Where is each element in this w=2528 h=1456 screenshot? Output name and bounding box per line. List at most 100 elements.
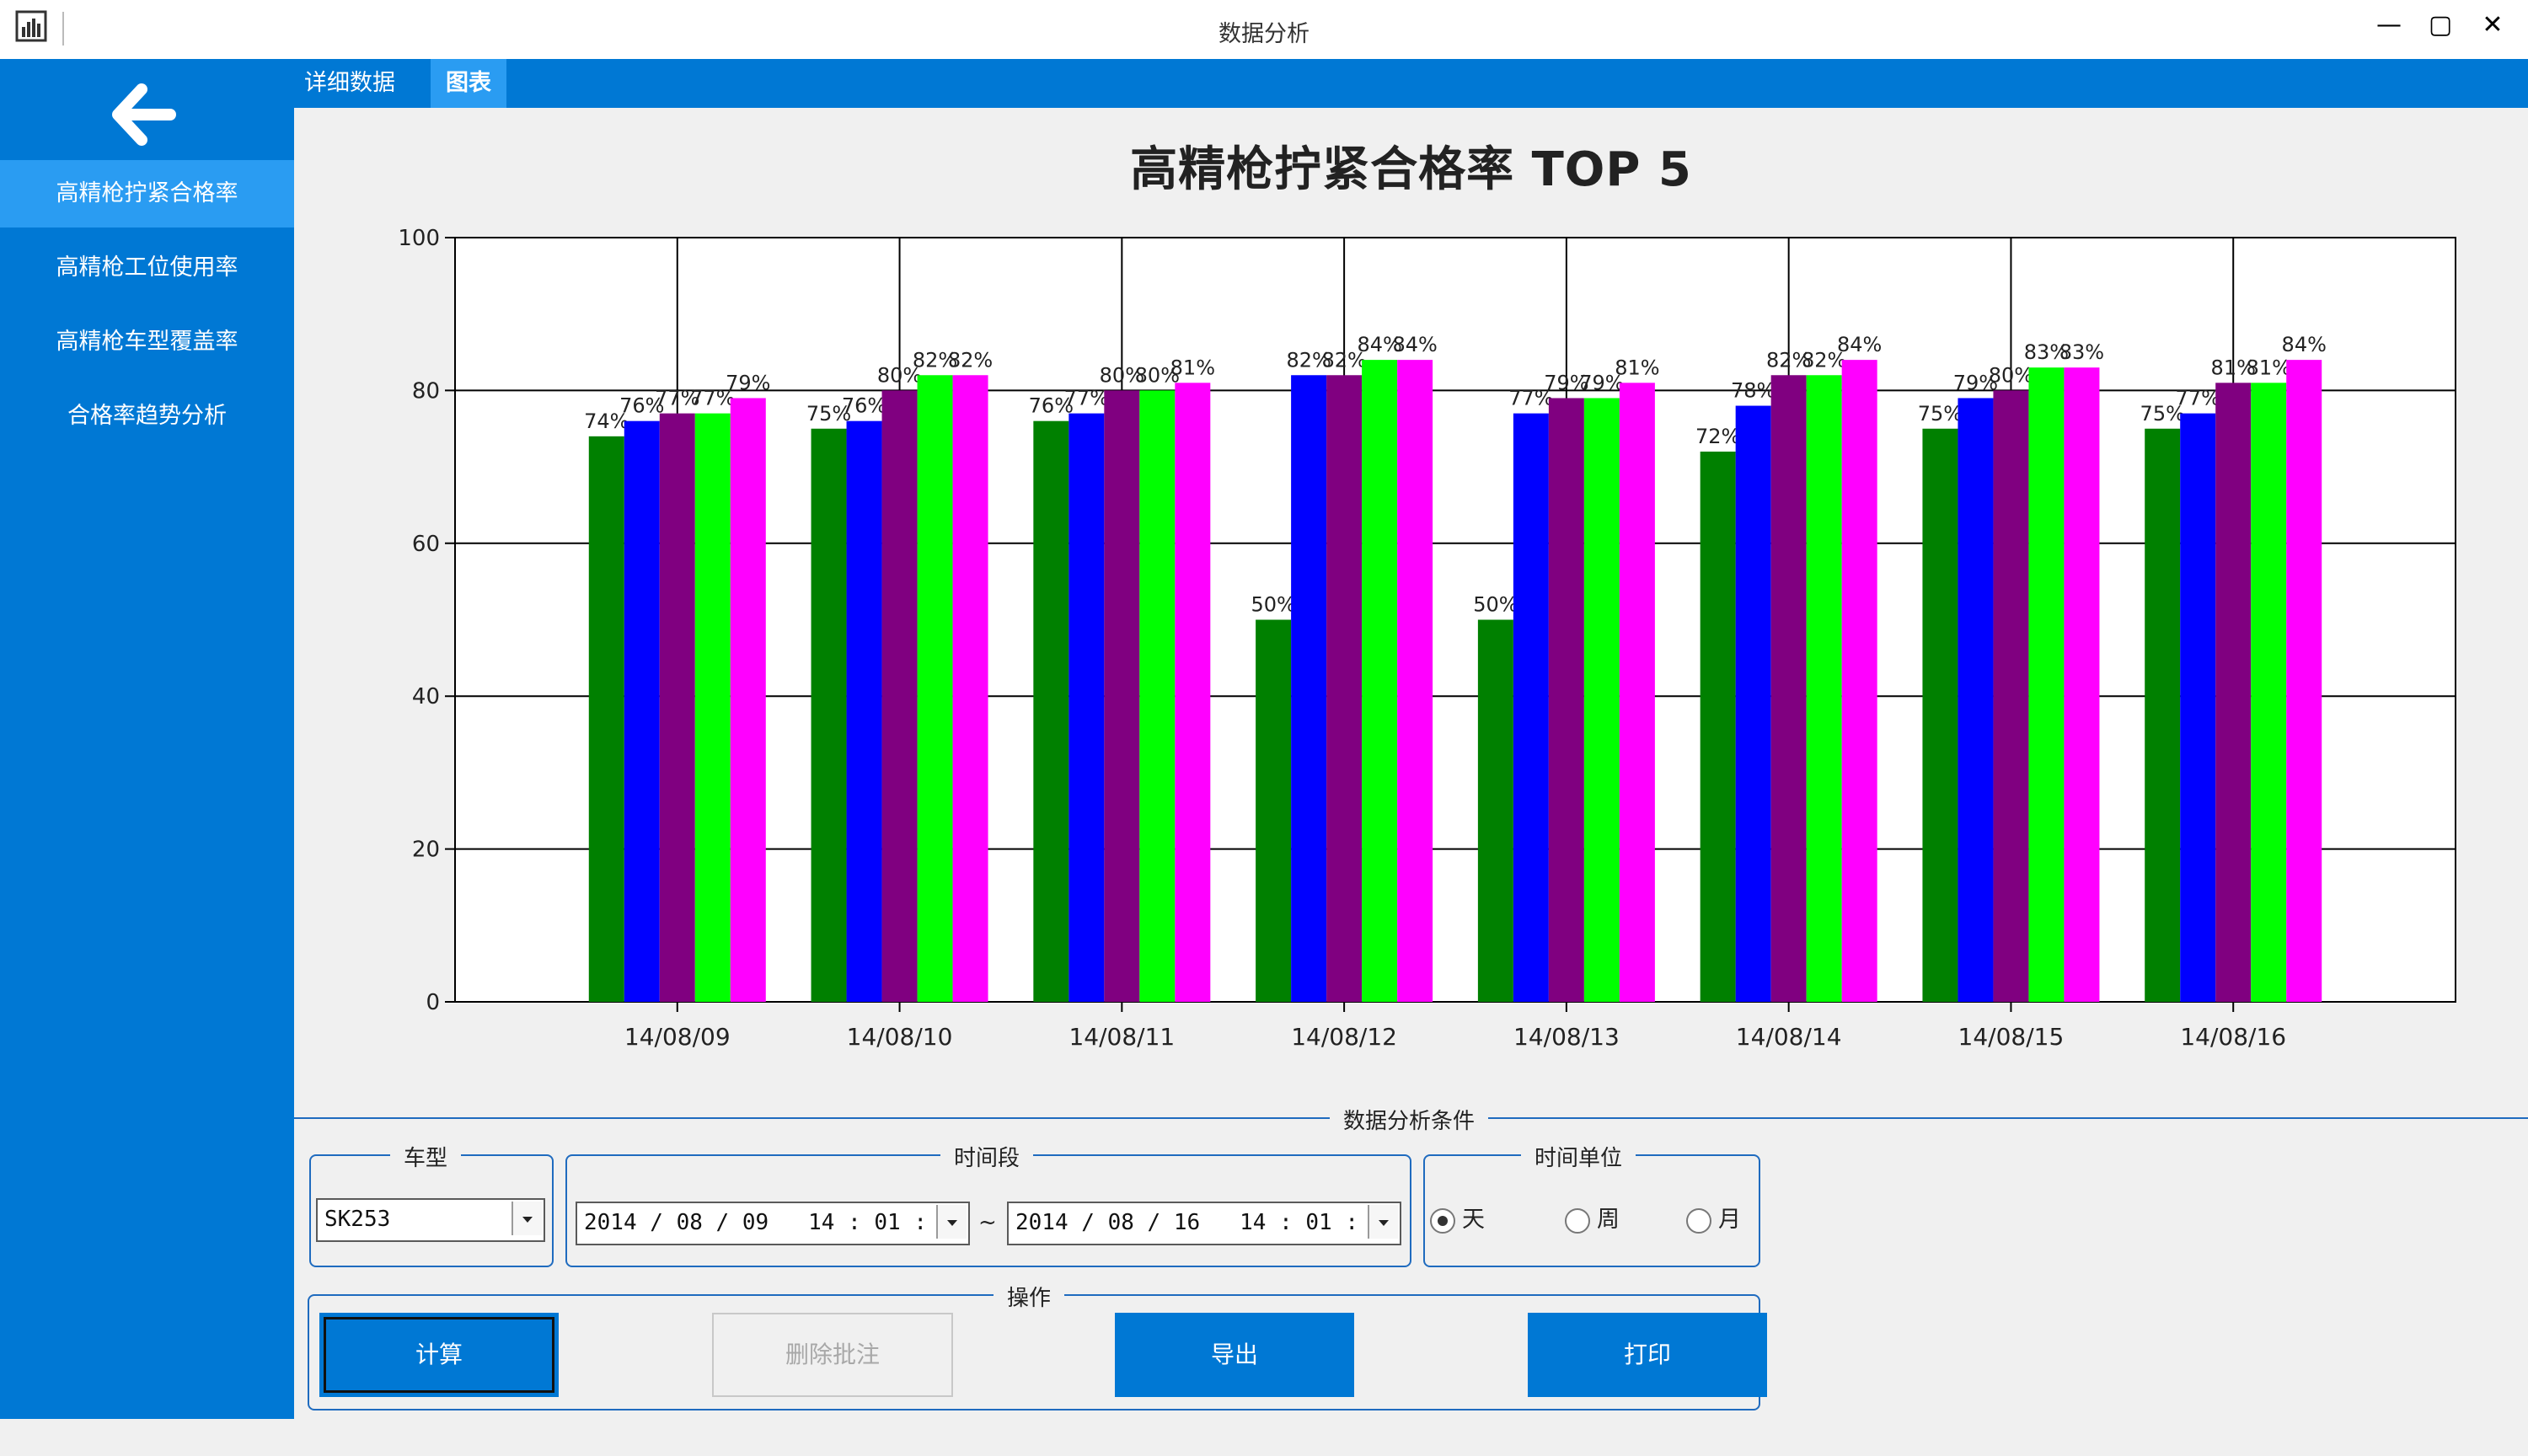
radio-circle[interactable]: [1565, 1208, 1590, 1234]
maximize-button[interactable]: ▢: [2428, 10, 2453, 40]
end-datetime-picker[interactable]: 2014 / 08 / 16 14 : 01 : 41: [1007, 1202, 1401, 1245]
print-button[interactable]: 打印: [1528, 1313, 1767, 1397]
data-label: 76%: [1029, 394, 1074, 418]
data-label: 74%: [584, 410, 629, 433]
plot-area: [454, 237, 2456, 1003]
bar: [2251, 383, 2287, 1003]
x-tick-label: 14/08/11: [1069, 1023, 1175, 1051]
data-label: 84%: [1837, 333, 1882, 356]
y-tick-label: 60: [412, 532, 440, 557]
radio-week-label: 周: [1597, 1207, 1620, 1233]
data-label: 81%: [1615, 356, 1659, 379]
bar: [1513, 413, 1549, 1002]
y-tick-label: 0: [426, 990, 440, 1015]
time-range-legend: 时间段: [940, 1141, 1034, 1172]
bar: [2145, 428, 2181, 1002]
tab-bar: 详细数据 图表: [294, 59, 2528, 108]
y-tick-label: 100: [398, 226, 440, 251]
tab-chart[interactable]: 图表: [431, 59, 506, 108]
bar: [1033, 420, 1069, 1002]
bar: [1700, 451, 1736, 1002]
bar: [1069, 413, 1105, 1002]
calculate-button[interactable]: 计算: [319, 1313, 559, 1397]
vehicle-model-legend: 车型: [390, 1141, 462, 1172]
bar: [1291, 375, 1327, 1002]
data-label: 82%: [1321, 348, 1366, 372]
chevron-down-icon[interactable]: [511, 1202, 542, 1235]
start-datetime-value: 2014 / 08 / 09 14 : 01 : 41: [584, 1210, 967, 1235]
bar: [1922, 428, 1958, 1002]
bar-chart: 14/08/09 14/08/10 14/08/11 14/08/12 14/08/13…: [398, 226, 2456, 1051]
radio-circle[interactable]: [1430, 1208, 1455, 1234]
bar: [917, 375, 953, 1002]
back-arrow-icon[interactable]: [108, 81, 179, 148]
bar: [2215, 383, 2252, 1003]
chevron-down-icon[interactable]: [1368, 1205, 1398, 1239]
conditions-title: 数据分析条件: [1330, 1104, 1489, 1135]
bar: [2028, 367, 2065, 1002]
bar: [730, 398, 766, 1003]
sidebar-item-pass-rate[interactable]: 高精枪拧紧合格率: [0, 160, 294, 228]
bar: [846, 420, 882, 1002]
sidebar-item-model-coverage[interactable]: 高精枪车型覆盖率: [56, 329, 238, 355]
x-tick-label: 14/08/12: [1291, 1023, 1397, 1051]
title-bar: 数据分析 — ▢ ✕: [0, 0, 2528, 59]
vehicle-model-value: SK253: [324, 1207, 391, 1232]
title-separator: [62, 12, 64, 46]
bar: [1958, 398, 1994, 1003]
export-button[interactable]: 导出: [1115, 1313, 1354, 1397]
data-label: 77%: [655, 387, 699, 410]
bar: [811, 428, 847, 1002]
chart-title: 高精枪拧紧合格率 TOP 5: [1130, 142, 1692, 197]
operations-group: 操作 计算 删除批注 导出 打印: [308, 1281, 1767, 1410]
bar: [1841, 360, 1877, 1002]
sidebar-item-trend-analysis[interactable]: 合格率趋势分析: [67, 403, 227, 429]
bar: [1397, 360, 1433, 1002]
data-label: 77%: [2176, 387, 2220, 410]
radio-day[interactable]: 天: [1430, 1203, 1506, 1237]
delete-annotation-button[interactable]: 删除批注: [712, 1313, 953, 1397]
bar: [952, 375, 988, 1002]
bar: [1770, 375, 1807, 1002]
data-label: 50%: [1251, 593, 1295, 617]
bar: [1619, 383, 1655, 1003]
data-label: 80%: [1135, 363, 1180, 387]
data-label: 77%: [690, 387, 735, 410]
data-label: 80%: [877, 363, 922, 387]
analysis-conditions-panel: 数据分析条件 车型 SK253 时间段 2014 / 08 / 09 14 : …: [294, 1104, 2528, 1419]
sidebar-item-station-usage[interactable]: 高精枪工位使用率: [56, 254, 238, 281]
chevron-down-icon[interactable]: [936, 1205, 967, 1239]
close-button[interactable]: ✕: [2482, 10, 2504, 40]
x-tick-label: 14/08/09: [624, 1023, 731, 1051]
start-datetime-picker[interactable]: 2014 / 08 / 09 14 : 01 : 41: [576, 1202, 970, 1245]
bar: [1993, 390, 2029, 1002]
bar: [1806, 375, 1842, 1002]
data-label: 82%: [1766, 348, 1811, 372]
data-label: 83%: [2024, 340, 2069, 364]
data-label: 80%: [1989, 363, 2033, 387]
data-label: 79%: [1579, 371, 1624, 394]
data-label: 76%: [842, 394, 886, 418]
sidebar: 高精枪拧紧合格率 高精枪工位使用率 高精枪车型覆盖率 合格率趋势分析: [0, 59, 294, 1419]
radio-week[interactable]: 周: [1565, 1203, 1641, 1237]
tab-detail-data[interactable]: 详细数据: [304, 70, 395, 96]
data-label: 81%: [1170, 356, 1215, 379]
x-tick-label: 14/08/14: [1736, 1023, 1842, 1051]
data-label: 78%: [1731, 379, 1775, 403]
data-label: 79%: [1953, 371, 1998, 394]
radio-selected-dot: [1438, 1216, 1448, 1226]
y-tick-label: 80: [412, 378, 440, 404]
data-label: 50%: [1473, 593, 1518, 617]
bar: [624, 420, 660, 1002]
bar: [1175, 383, 1211, 1003]
data-label: 83%: [2059, 340, 2104, 364]
vehicle-model-select[interactable]: SK253: [316, 1198, 545, 1242]
radio-month-label: 月: [1718, 1207, 1741, 1233]
x-tick-label: 14/08/13: [1513, 1023, 1620, 1051]
vehicle-model-group: 车型 SK253: [309, 1141, 554, 1267]
data-label: 81%: [2247, 356, 2291, 379]
radio-month[interactable]: 月: [1686, 1203, 1754, 1237]
radio-circle[interactable]: [1686, 1208, 1711, 1234]
minimize-button[interactable]: —: [2376, 10, 2402, 40]
operations-legend: 操作: [994, 1281, 1065, 1312]
